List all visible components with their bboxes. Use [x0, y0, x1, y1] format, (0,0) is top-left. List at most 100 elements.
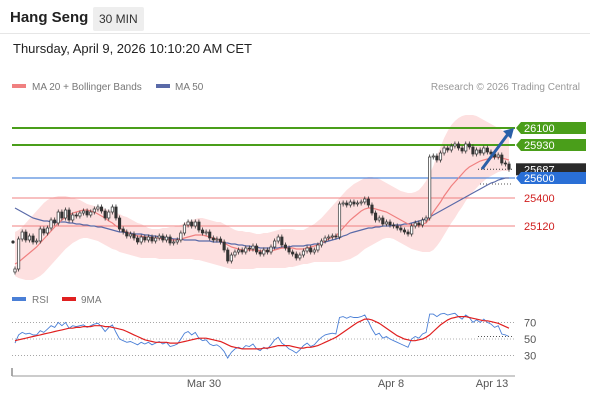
rsi-ma-legend-label: 9MA: [81, 295, 102, 306]
candle-body: [229, 254, 233, 262]
candle-body: [327, 236, 331, 239]
candle-body: [273, 240, 277, 248]
candle-body: [291, 251, 295, 255]
candle-body: [312, 249, 316, 253]
candle-body: [334, 235, 338, 238]
candle-body: [474, 149, 479, 155]
candle-body: [13, 268, 17, 273]
candle-body: [226, 249, 230, 262]
candle-body: [471, 146, 475, 155]
rsi-legend-swatch: [12, 297, 26, 301]
level-tag-25930: 25930: [516, 139, 586, 152]
candle-body: [251, 245, 255, 250]
candle-body: [154, 237, 158, 242]
candle-body: [356, 202, 360, 205]
candle-body: [168, 236, 172, 244]
candle-body: [92, 208, 96, 213]
candle-body: [374, 212, 378, 221]
candle-body: [237, 249, 241, 253]
candle-body: [460, 147, 464, 152]
candle-body: [161, 235, 165, 241]
candle-body: [341, 202, 345, 205]
candle-body: [200, 229, 205, 234]
header-divider: [0, 33, 590, 34]
candle-body: [388, 221, 392, 226]
ma20-legend-swatch: [12, 84, 26, 88]
candle-body: [233, 251, 237, 256]
candle-body: [485, 147, 489, 153]
candle-body: [269, 246, 273, 253]
x-tick-label: Mar 30: [187, 378, 221, 390]
candle-body: [240, 249, 244, 253]
ma50-legend-label: MA 50: [175, 82, 204, 93]
ma20-line: [14, 156, 510, 265]
candle-body: [410, 225, 414, 235]
candle-body: [301, 250, 306, 256]
candle-body: [143, 236, 147, 241]
candle-body: [204, 231, 208, 234]
candle-body: [85, 210, 89, 216]
candle-body: [330, 235, 334, 238]
start-dot: [11, 240, 15, 244]
rsi-tick-70: 70: [524, 317, 536, 329]
candle-body: [150, 236, 154, 242]
candle-body: [395, 225, 399, 229]
rsi-line: [14, 312, 510, 359]
candle-body: [337, 203, 342, 238]
candle-body: [482, 147, 486, 154]
candle-body: [157, 235, 161, 239]
candle-body: [503, 162, 507, 165]
candle-body: [193, 221, 197, 227]
candle-body: [96, 206, 100, 210]
target-arrow-shaft: [480, 133, 510, 170]
candle-body: [442, 147, 446, 154]
candle-body: [431, 155, 435, 158]
candle-body: [24, 231, 28, 241]
candle-body: [402, 229, 406, 233]
candle-body: [262, 249, 266, 255]
candle-body: [121, 228, 125, 233]
candle-body: [99, 206, 104, 212]
timeframe-badge[interactable]: 30 MIN: [93, 7, 144, 31]
candle-body: [139, 236, 143, 243]
candle-body: [63, 209, 68, 219]
candle-body: [56, 211, 60, 224]
rsi-ma-line: [14, 316, 510, 350]
candle-body: [453, 143, 457, 147]
candle-body: [78, 212, 82, 217]
candle-body: [298, 254, 302, 259]
level-tag-bg: [516, 139, 586, 151]
candle-body: [244, 247, 248, 253]
candle-body: [128, 233, 132, 237]
rsi-ma-legend-swatch: [62, 297, 76, 301]
candle-body: [319, 240, 324, 246]
candle-body: [89, 211, 93, 216]
candle-body: [45, 227, 50, 234]
candle-body: [449, 145, 453, 151]
candle-body: [359, 201, 363, 204]
candle-body: [276, 236, 280, 242]
level-tag-bg: [516, 122, 586, 134]
candle-body: [49, 219, 53, 229]
candle-body: [438, 152, 443, 161]
candle-body: [309, 247, 313, 253]
candle-body: [197, 221, 201, 231]
candle-body: [323, 237, 327, 242]
candle-body: [74, 214, 78, 217]
candle-body: [345, 202, 349, 206]
ma50-legend-swatch: [156, 84, 170, 88]
candle-body: [305, 247, 309, 252]
candle-body: [136, 237, 140, 243]
candle-body: [208, 231, 212, 239]
candle-body: [500, 154, 504, 164]
candle-body: [352, 201, 356, 205]
candle-body: [280, 236, 284, 246]
candle-body: [456, 143, 461, 149]
level-tag-bg: [516, 172, 586, 184]
candle-body: [172, 241, 176, 244]
candle-body: [265, 249, 269, 253]
candle-body: [186, 221, 190, 226]
x-tick-label: Apr 8: [378, 378, 404, 390]
level-tag-text: 25930: [524, 140, 555, 152]
